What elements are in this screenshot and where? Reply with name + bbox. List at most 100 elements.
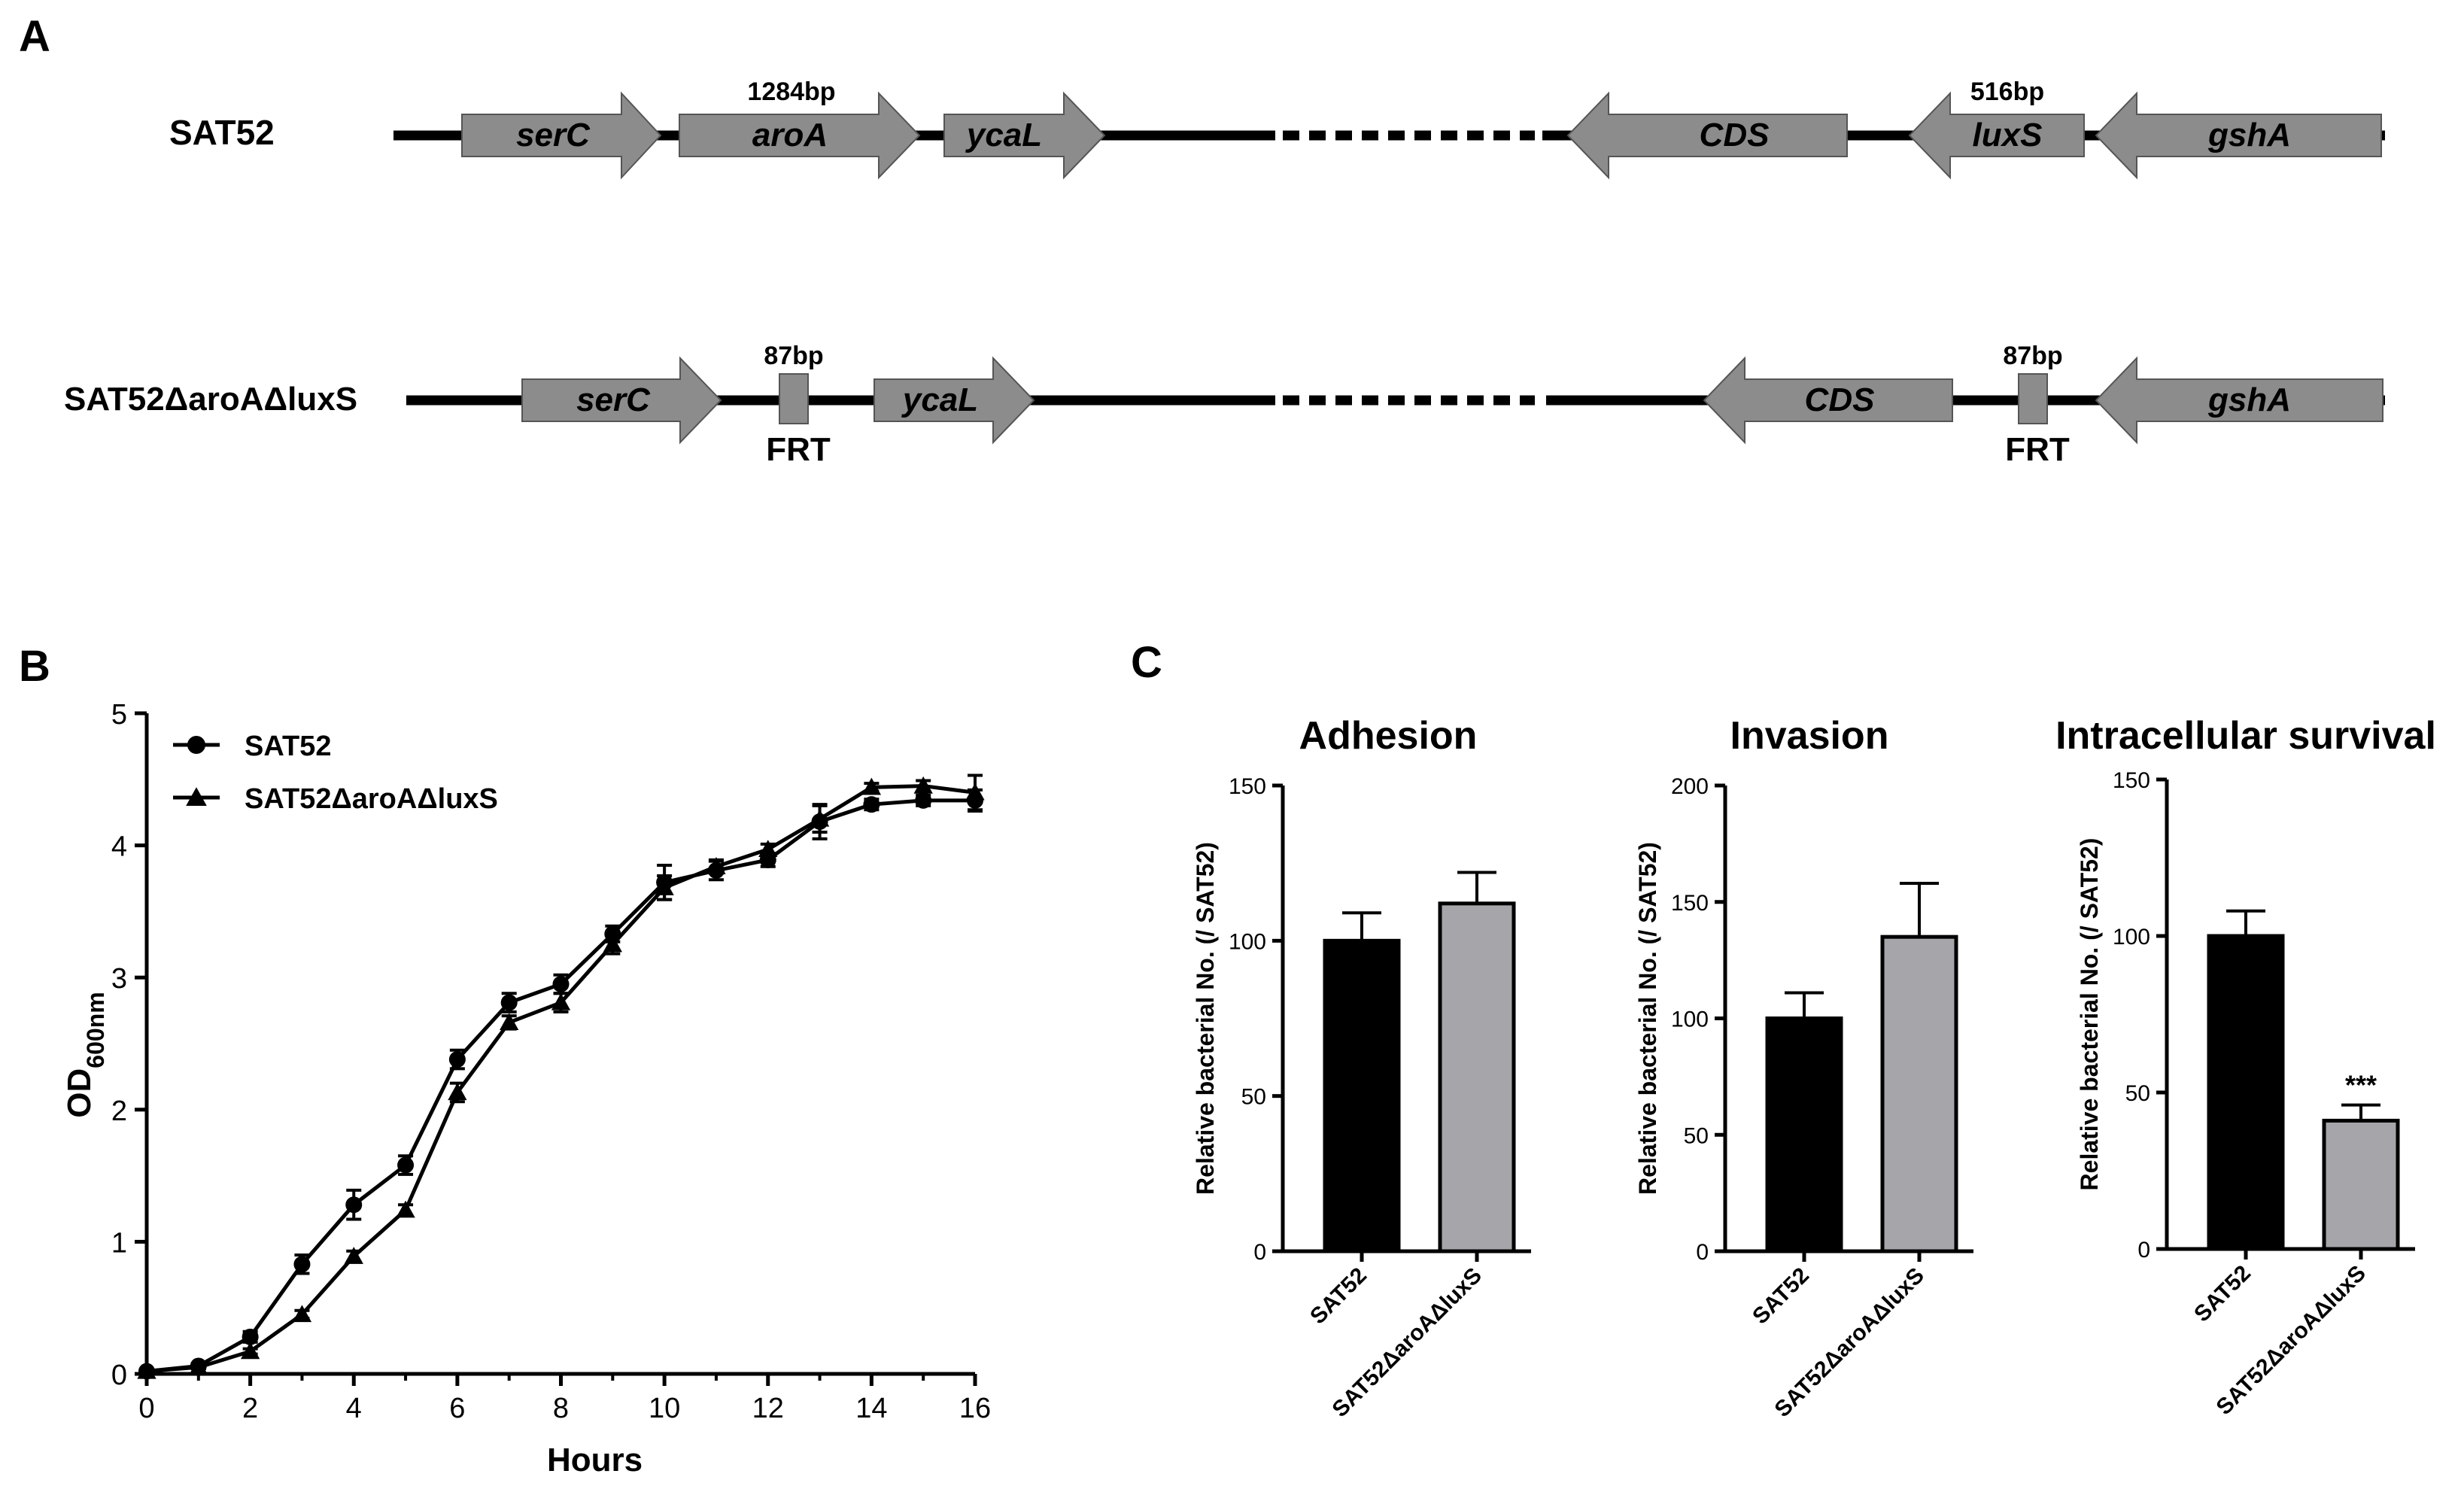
bar-1 (1880, 934, 1958, 1253)
gene-arrow-ycal (873, 356, 1035, 445)
y-tick-label: 0 (111, 1360, 127, 1391)
y-tick-label: 100 (2113, 925, 2150, 950)
bar-chart-adhesion: Adhesion 0 50 100 150 Relative bacterial No. … (1192, 714, 1531, 1422)
panel-c-label: C (1131, 638, 1162, 687)
y-tick-label: 50 (2125, 1081, 2150, 1106)
data-point-6 (448, 1083, 467, 1101)
y-tick-label: 50 (1241, 1085, 1266, 1110)
gene-size-label: 516bp (1970, 77, 2044, 106)
y-tick-label: 200 (1671, 774, 1709, 799)
row-wild-type: SAT52 serC aroA 1284bp ycaL CDS luxS 516… (169, 77, 2385, 180)
gene-label: CDS (1700, 117, 1770, 153)
strain-label-wt: SAT52 (169, 113, 275, 152)
data-point-3 (292, 1305, 312, 1323)
y-axis-title: OD600nm (61, 992, 109, 1117)
y-tick-label: 150 (1229, 774, 1266, 799)
frt-scar (779, 373, 809, 424)
data-point-5 (397, 1156, 415, 1174)
x-tick-label: 10 (649, 1393, 680, 1424)
y-tick-label: 5 (111, 699, 127, 731)
series-1 (137, 773, 985, 1379)
gene-label: serC (576, 381, 651, 418)
panel-a-gene-maps: A SAT52 serC aroA 1284bp ycaL CDS luxS 5… (19, 12, 2385, 468)
y-tick-label: 3 (111, 963, 127, 995)
x-tick-label: 0 (138, 1393, 154, 1424)
data-point-12 (758, 840, 778, 857)
y-axis-title: Relative bacterial No. (/ SAT52) (1634, 842, 1661, 1195)
data-point-13 (810, 809, 830, 827)
y-axis-title: Relative bacterial No. (/ SAT52) (2076, 838, 2103, 1191)
x-tick-label: SAT52 (2189, 1261, 2256, 1327)
panel-a-label: A (19, 12, 50, 61)
gene-arrow-cds (1566, 91, 1848, 180)
x-tick-label: 8 (553, 1393, 569, 1424)
strain-label-mutant: SAT52ΔaroAΔluxS (64, 381, 357, 418)
x-tick-label: SAT52 (1748, 1263, 1814, 1329)
x-tick-label: 2 (242, 1393, 258, 1424)
x-tick-label: 12 (752, 1393, 784, 1424)
row-mutant: SAT52ΔaroAΔluxS serC 87bp FRT ycaL CDS 8… (64, 342, 2385, 468)
gene-arrow-luxs (1908, 91, 2085, 180)
chart-title: Invasion (1730, 714, 1889, 758)
data-point-9 (603, 934, 622, 953)
gene-arrow-cds (1703, 356, 1953, 445)
series-line (146, 784, 976, 1373)
gene-label: ycaL (901, 381, 978, 418)
y-tick-label: 150 (2113, 768, 2150, 793)
data-point-5 (396, 1200, 415, 1218)
data-point-3 (293, 1256, 311, 1273)
data-point-10 (655, 878, 674, 895)
gene-arrow-aroa (679, 91, 921, 180)
panel-c-bar-charts: C Adhesion 0 50 100 150 Relative bacterial No… (1131, 638, 2436, 1422)
series-line (146, 798, 975, 1373)
data-point-14 (863, 796, 880, 813)
gene-arrow-serc (521, 356, 722, 445)
x-tick-label: 4 (346, 1393, 362, 1424)
bar-chart-intracellular-survival: Intracellular survival 0 50 100 150 Relative … (2055, 714, 2436, 1420)
legend-label: SAT52 (245, 731, 331, 762)
y-tick-label: 1 (111, 1227, 127, 1259)
y-tick-label: 0 (1696, 1240, 1709, 1265)
scar-label: FRT (2005, 431, 2070, 468)
gene-label: luxS (1973, 117, 2043, 153)
scar-size-label: 87bp (764, 342, 823, 370)
gene-label: ycaL (965, 117, 1042, 153)
data-point-6 (448, 1051, 466, 1068)
scar-size-label: 87bp (2003, 342, 2062, 370)
data-point-4 (345, 1196, 363, 1214)
scar-label: FRT (766, 431, 831, 468)
frt-scar (2018, 373, 2048, 424)
data-point-legend (186, 787, 207, 807)
bar-chart-invasion: Invasion 0 50 100 150 200 Relative bacterial N… (1634, 714, 1973, 1422)
gene-label: aroA (752, 117, 828, 153)
panel-b-label: B (19, 642, 50, 691)
gene-label: CDS (1805, 381, 1875, 418)
gene-label: gshA (2207, 381, 2291, 418)
y-axis-title: Relative bacterial No. (/ SAT52) (1192, 842, 1219, 1195)
gene-arrow-ycal (943, 91, 1106, 180)
y-tick-label: 50 (1684, 1123, 1709, 1148)
y-tick-label: 100 (1671, 1007, 1709, 1032)
data-point-11 (706, 857, 726, 874)
y-tick-label: 4 (111, 831, 127, 863)
legend-label: SAT52ΔaroAΔluxS (245, 783, 498, 815)
y-axis-title-subscript: 600nm (82, 992, 109, 1068)
data-point-8 (552, 975, 570, 992)
data-point-4 (344, 1247, 363, 1264)
x-tick-label: 6 (449, 1393, 465, 1424)
y-tick-label: 0 (2137, 1238, 2150, 1263)
significance-label: *** (2345, 1070, 2377, 1101)
data-point-7 (500, 994, 518, 1011)
x-tick-label: 14 (855, 1393, 887, 1424)
data-point-14 (861, 777, 882, 795)
y-tick-label: 150 (1671, 891, 1709, 916)
x-tick-label: SAT52 (1305, 1263, 1372, 1329)
gene-size-label: 1284bp (747, 77, 835, 106)
data-point-2 (242, 1328, 259, 1345)
gene-label: gshA (2207, 117, 2291, 153)
bar-1 (2322, 1118, 2400, 1251)
chart-title: Intracellular survival (2055, 714, 2436, 758)
bar-1 (1438, 901, 1516, 1253)
